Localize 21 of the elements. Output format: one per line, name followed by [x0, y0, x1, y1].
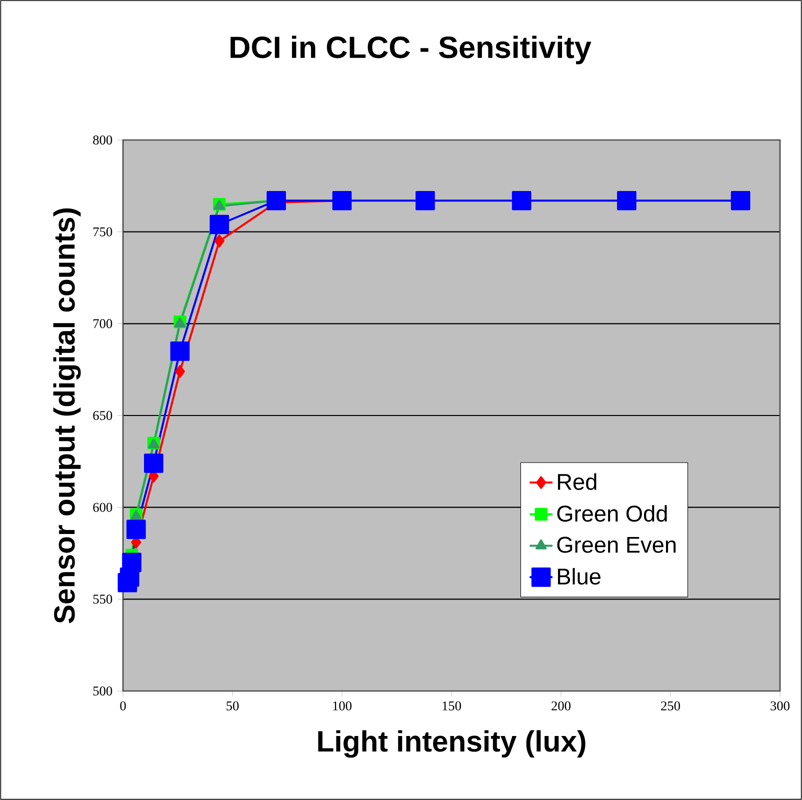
chart-title: DCI in CLCC - Sensitivity [230, 36, 592, 64]
x-tick-label: 250 [661, 701, 680, 710]
legend-label: Red [558, 473, 596, 490]
x-tick-label: 200 [552, 701, 571, 710]
x-tick-label: 0 [120, 701, 126, 710]
legend-label: Blue [558, 568, 600, 585]
y-tick-label: 800 [93, 136, 112, 144]
legend-label: Green Even [557, 536, 676, 553]
y-tick-label: 550 [93, 594, 112, 604]
x-tick-label: 50 [226, 701, 239, 710]
x-tick-label: 150 [442, 701, 462, 710]
y-tick-label: 500 [93, 686, 112, 696]
y-axis-title: Sensor output (digital counts) [53, 208, 81, 624]
y-tick-label: 650 [93, 411, 112, 420]
x-tick-label: 100 [333, 701, 352, 710]
x-tick-label: 300 [770, 701, 790, 710]
y-tick-label: 700 [93, 319, 112, 328]
x-axis-title: Light intensity (lux) [318, 730, 586, 758]
y-tick-label: 750 [93, 227, 112, 236]
y-tick-label: 600 [93, 502, 112, 512]
legend-label: Green Odd [557, 505, 667, 522]
